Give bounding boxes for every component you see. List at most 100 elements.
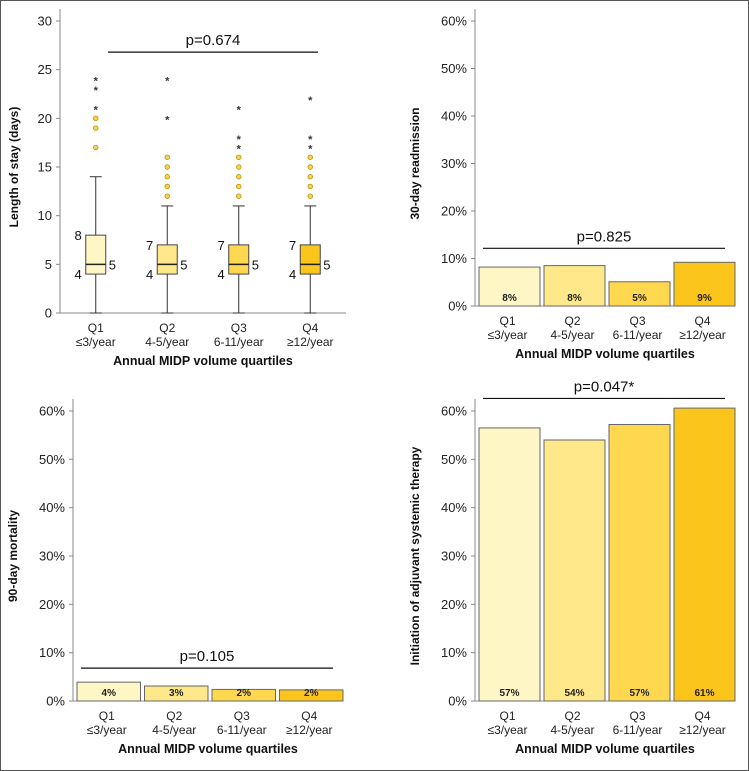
box-extreme-point: * xyxy=(237,144,242,156)
bar-value-label: 2% xyxy=(237,688,252,699)
y-tick-label: 10 xyxy=(38,208,52,223)
y-tick-label: 0% xyxy=(46,694,65,709)
x-category-range-label: ≥12/year xyxy=(286,723,333,737)
y-tick-label: 60% xyxy=(39,404,65,419)
bar-value-label: 4% xyxy=(102,688,117,699)
y-tick-label: 0% xyxy=(448,299,467,314)
y-tick-label: 60% xyxy=(441,404,467,419)
y-tick-label: 10% xyxy=(441,645,467,660)
y-tick-label: 30 xyxy=(38,14,52,29)
box-q1-label: 4 xyxy=(146,267,153,282)
bar-value-label: 9% xyxy=(697,293,712,304)
box-extreme-point: * xyxy=(237,105,242,117)
x-category-range-label: 6-11/year xyxy=(613,328,663,342)
box-extreme-point: * xyxy=(165,114,170,126)
bar-value-label: 8% xyxy=(567,293,582,304)
bar-value-label: 2% xyxy=(304,688,319,699)
bar xyxy=(673,407,736,702)
y-tick-label: 50% xyxy=(441,452,467,467)
box-median-label: 5 xyxy=(180,257,187,272)
bar-value-label: 54% xyxy=(564,688,584,699)
box-extreme-point: * xyxy=(94,105,99,117)
box-iqr xyxy=(299,244,321,275)
box-outlier-point xyxy=(307,183,313,190)
x-category-range-label: 6-11/year xyxy=(613,723,663,737)
x-category-quartile-label: Q4 xyxy=(694,314,710,328)
bar-value-label: 61% xyxy=(694,688,714,699)
box-outlier-point xyxy=(164,174,170,180)
box-outlier-point xyxy=(236,174,242,180)
y-tick-label: 0 xyxy=(45,306,52,321)
y-axis-title: 30-day readmission xyxy=(408,107,422,219)
bar xyxy=(478,427,541,702)
y-tick-label: 40% xyxy=(39,500,65,515)
box-outlier-point xyxy=(93,125,99,131)
p-value-label: p=0.047* xyxy=(574,378,635,395)
box-median-label: 5 xyxy=(109,257,116,272)
y-axis-title: 90-day mortality xyxy=(6,510,20,602)
x-category-range-label: 4-5/year xyxy=(550,328,594,342)
bar-value-label: 3% xyxy=(169,688,184,699)
p-value-label: p=0.105 xyxy=(180,648,235,665)
box-outlier-point xyxy=(236,164,242,170)
box-outlier-point xyxy=(164,154,170,160)
bar xyxy=(608,424,671,702)
y-axis-title: Initiation of adjuvant systemic therapy xyxy=(408,446,422,665)
x-category-range-label: ≥12/year xyxy=(287,335,334,349)
x-category-range-label: 6-11/year xyxy=(214,335,264,349)
box-outlier-point xyxy=(164,193,170,199)
bar-value-label: 5% xyxy=(632,293,647,304)
y-tick-label: 20 xyxy=(38,111,52,126)
x-category-quartile-label: Q4 xyxy=(694,709,710,723)
bar xyxy=(211,688,276,702)
x-category-range-label: ≤3/year xyxy=(488,328,528,342)
y-tick-label: 10% xyxy=(39,645,65,660)
box-iqr xyxy=(85,234,107,275)
box-outlier-point xyxy=(307,193,313,199)
box-extreme-point: * xyxy=(308,144,313,156)
x-category-quartile-label: Q2 xyxy=(564,314,580,328)
x-category-quartile-label: Q2 xyxy=(159,321,175,335)
x-category-range-label: ≤3/year xyxy=(87,723,127,737)
box-median-label: 5 xyxy=(252,257,259,272)
box-outlier-point xyxy=(307,154,313,160)
box-q1-label: 4 xyxy=(75,267,82,282)
bar-value-label: 57% xyxy=(629,688,649,699)
x-category-range-label: ≤3/year xyxy=(76,335,116,349)
x-axis-title: Annual MIDP volume quartiles xyxy=(113,354,293,368)
y-tick-label: 40% xyxy=(441,500,467,515)
x-axis-title: Annual MIDP volume quartiles xyxy=(515,347,695,361)
bar xyxy=(543,439,606,702)
bar xyxy=(76,681,141,702)
y-tick-label: 10% xyxy=(441,251,467,266)
y-tick-label: 30% xyxy=(441,549,467,564)
box-q1-label: 4 xyxy=(289,267,296,282)
bar xyxy=(144,685,209,702)
bar-value-label: 8% xyxy=(502,293,517,304)
x-category-range-label: 6-11/year xyxy=(217,723,267,737)
x-category-quartile-label: Q2 xyxy=(166,709,182,723)
p-value-label: p=0.674 xyxy=(186,32,241,49)
x-category-quartile-label: Q3 xyxy=(234,709,250,723)
box-q3-label: 7 xyxy=(146,238,153,253)
box-q1-label: 4 xyxy=(218,267,225,282)
box-extreme-point: * xyxy=(94,75,99,87)
y-tick-label: 5 xyxy=(45,257,52,272)
box-outlier-point xyxy=(164,164,170,170)
y-tick-label: 50% xyxy=(39,452,65,467)
y-tick-label: 30% xyxy=(441,156,467,171)
y-tick-label: 30% xyxy=(39,549,65,564)
box-extreme-point: * xyxy=(308,95,313,107)
x-category-range-label: 4-5/year xyxy=(550,723,594,737)
box-median-label: 5 xyxy=(323,257,330,272)
p-value-label: p=0.825 xyxy=(577,228,632,245)
x-category-quartile-label: Q4 xyxy=(301,709,317,723)
x-category-range-label: ≥12/year xyxy=(679,723,726,737)
x-category-range-label: ≤3/year xyxy=(488,723,528,737)
y-tick-label: 50% xyxy=(441,61,467,76)
x-category-quartile-label: Q3 xyxy=(629,709,645,723)
box-iqr xyxy=(228,244,250,275)
y-tick-label: 15 xyxy=(38,160,52,175)
y-tick-label: 0% xyxy=(448,694,467,709)
